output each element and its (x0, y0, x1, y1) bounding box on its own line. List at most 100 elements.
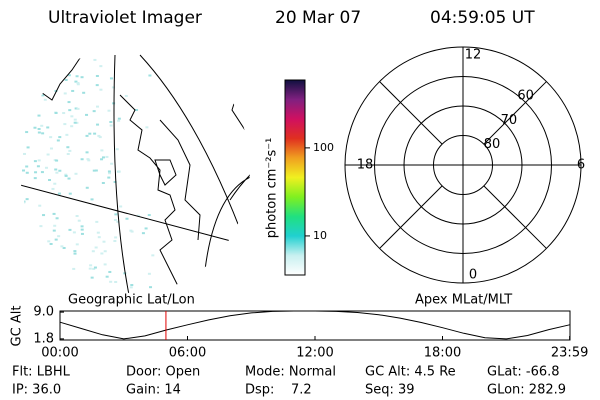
info-field: Dsp: 7.2 (245, 383, 312, 398)
uv-pixel (40, 171, 44, 174)
x-tick-label: 18:00 (424, 346, 461, 361)
uv-pixel (99, 65, 103, 68)
uv-pixel (57, 287, 61, 290)
uv-pixel (130, 284, 134, 287)
uv-pixel (71, 89, 75, 92)
polar-diagonal (379, 81, 443, 145)
uv-pixel (77, 219, 81, 222)
uv-pixel (53, 66, 57, 69)
uv-pixel (33, 177, 37, 180)
uv-pixel (76, 82, 80, 85)
date: 20 Mar 07 (275, 8, 361, 28)
uv-pixel (105, 275, 109, 278)
uv-pixel (109, 120, 113, 123)
uv-pixel (37, 159, 41, 162)
altitude-ylabel: GC Alt (10, 306, 25, 347)
uv-pixel (94, 246, 98, 249)
uv-pixel (103, 250, 107, 253)
uv-pixel (22, 77, 26, 80)
uv-pixel (129, 286, 133, 289)
uv-pixel (38, 82, 42, 85)
uv-pixel (147, 272, 151, 275)
uv-pixel (89, 264, 93, 267)
uv-pixel (48, 179, 52, 182)
x-tick-label: 06:00 (169, 346, 206, 361)
uv-pixel (108, 172, 112, 175)
uv-pixel (100, 149, 104, 152)
uv-pixel (94, 169, 98, 172)
map-panel (20, 54, 250, 293)
coastline (27, 57, 246, 291)
uv-pixel (85, 113, 89, 116)
colorbar (284, 79, 306, 276)
uv-pixel (57, 280, 61, 283)
altitude-frame (59, 310, 571, 341)
uv-pixel (80, 76, 84, 79)
polar-diagonal (379, 185, 443, 249)
uv-pixel (22, 200, 26, 203)
uv-pixel (93, 58, 97, 61)
uv-pixel (92, 267, 96, 270)
uv-pixel (111, 86, 115, 89)
uv-pixel (62, 112, 66, 115)
uv-pixel (54, 238, 58, 241)
colorbar-tick-label: 100 (313, 141, 334, 154)
uv-pixel (37, 131, 41, 134)
uv-pixel (68, 228, 72, 231)
uv-pixel (26, 74, 30, 77)
uv-pixel (74, 107, 78, 110)
uv-pixel (62, 271, 66, 274)
time: 04:59:05 UT (430, 8, 535, 28)
uv-pixel (92, 110, 96, 113)
uv-pixel (108, 270, 112, 273)
uv-pixel (80, 228, 84, 231)
uv-pixel (39, 57, 43, 60)
uv-pixel (37, 253, 41, 256)
info-field: Mode: Normal (245, 365, 336, 380)
polar-diagonal (483, 185, 547, 249)
instrument: Ultraviolet Imager (48, 8, 202, 28)
uv-pixel (22, 169, 26, 172)
uv-pixel (25, 131, 29, 134)
uv-pixel (55, 217, 59, 220)
uv-pixel (52, 229, 56, 232)
uv-pixel (67, 74, 71, 77)
uv-pixel (28, 235, 32, 238)
uv-pixel (74, 172, 78, 175)
uv-pixel (75, 56, 79, 59)
uv-pixel (102, 240, 106, 243)
uv-pixel (105, 155, 109, 158)
uv-pixel (114, 280, 118, 283)
uv-pixel (80, 225, 84, 228)
uv-pixel (52, 212, 56, 215)
info-field: Seq: 39 (365, 383, 415, 398)
uv-pixel (46, 153, 50, 156)
uv-pixel (93, 132, 97, 135)
uv-pixel (72, 231, 76, 234)
uv-pixel (43, 98, 47, 101)
altitude-plot: 9.0 1.800:00 06:00 12:00 18:00 23:59 (33, 305, 588, 361)
uv-pixel (58, 136, 62, 139)
uv-pixel (39, 225, 43, 228)
y-tick-label: 9.0 (33, 305, 54, 320)
uv-pixel (58, 169, 62, 172)
uv-pixel (60, 245, 64, 248)
uv-pixel (75, 121, 79, 124)
uv-pixel (73, 121, 77, 124)
uv-pixel (47, 240, 51, 243)
x-tick-label: 12:00 (296, 346, 333, 361)
info-field: GC Alt: 4.5 Re (365, 365, 456, 380)
uv-pixel (49, 136, 53, 139)
uv-pixel (29, 239, 33, 242)
uv-pixel (117, 117, 121, 120)
uv-pixel (37, 114, 41, 117)
uv-pixel (22, 102, 26, 105)
uv-pixel (63, 123, 67, 126)
altitude-curve (59, 310, 570, 340)
uv-pixel (37, 127, 41, 130)
uv-pixel (40, 61, 44, 64)
uv-pixel (33, 287, 37, 290)
uv-pixel (82, 287, 86, 290)
uv-pixel (73, 250, 77, 253)
uv-pixel (67, 177, 71, 180)
